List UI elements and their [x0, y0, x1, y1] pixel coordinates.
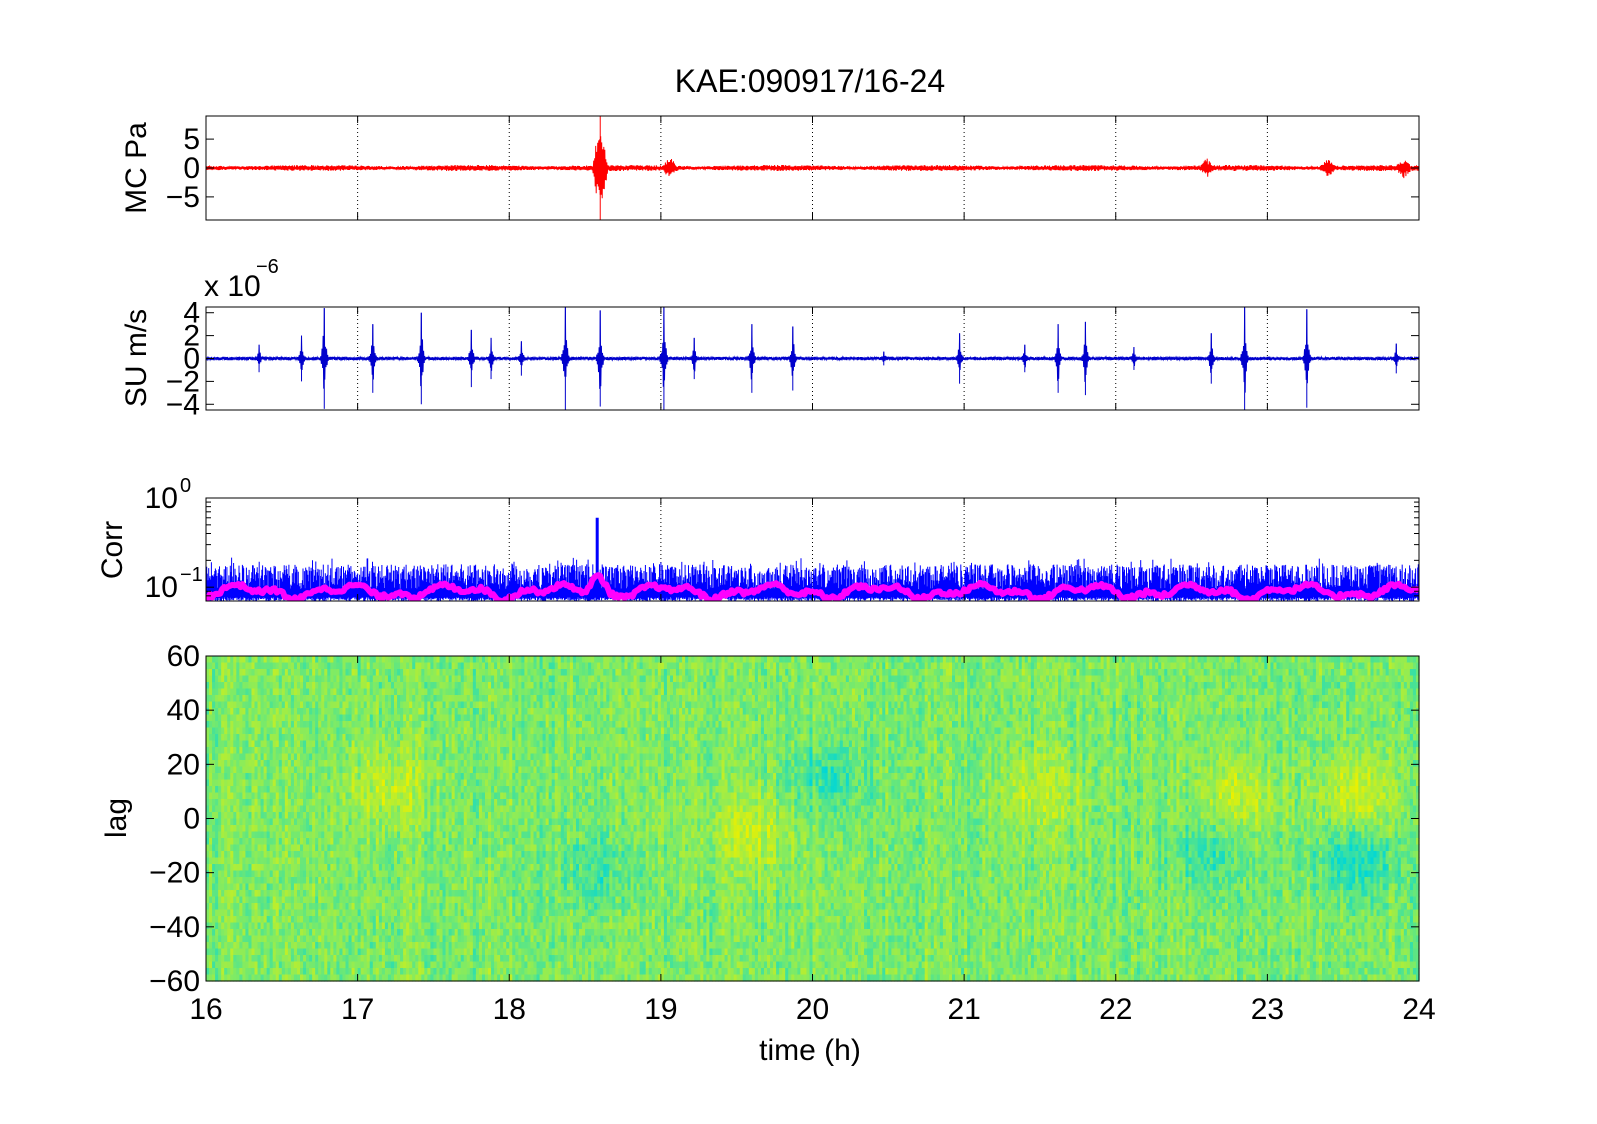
y-tick-label: −4 — [166, 388, 200, 421]
su-exponent-label: x 10 — [204, 270, 261, 303]
su-exponent-base: x 10 — [204, 270, 261, 303]
su-trace — [206, 304, 1419, 414]
y-tick-exponent: −1 — [180, 564, 203, 586]
figure: KAE:090917/16-24 50−5 MC Pa 420−2−4 SU m… — [0, 0, 1597, 1124]
y-tick-label: −5 — [166, 181, 200, 214]
mc-ylabel: MC Pa — [120, 122, 153, 214]
corr-ylabel: Corr — [96, 521, 129, 579]
y-tick-exponent: 0 — [180, 475, 191, 497]
mc-panel: 50−5 MC Pa — [120, 116, 1419, 220]
y-tick-label: 10 — [145, 571, 178, 604]
figure-title: KAE:090917/16-24 — [675, 63, 945, 99]
su-ylabel: SU m/s — [120, 309, 153, 407]
su-panel: 420−2−4 SU m/s x 10 −6 — [120, 256, 1419, 421]
lag-heatmap — [206, 656, 1420, 982]
su-exponent-power: −6 — [256, 256, 279, 278]
y-tick-label: 10 — [145, 482, 178, 515]
